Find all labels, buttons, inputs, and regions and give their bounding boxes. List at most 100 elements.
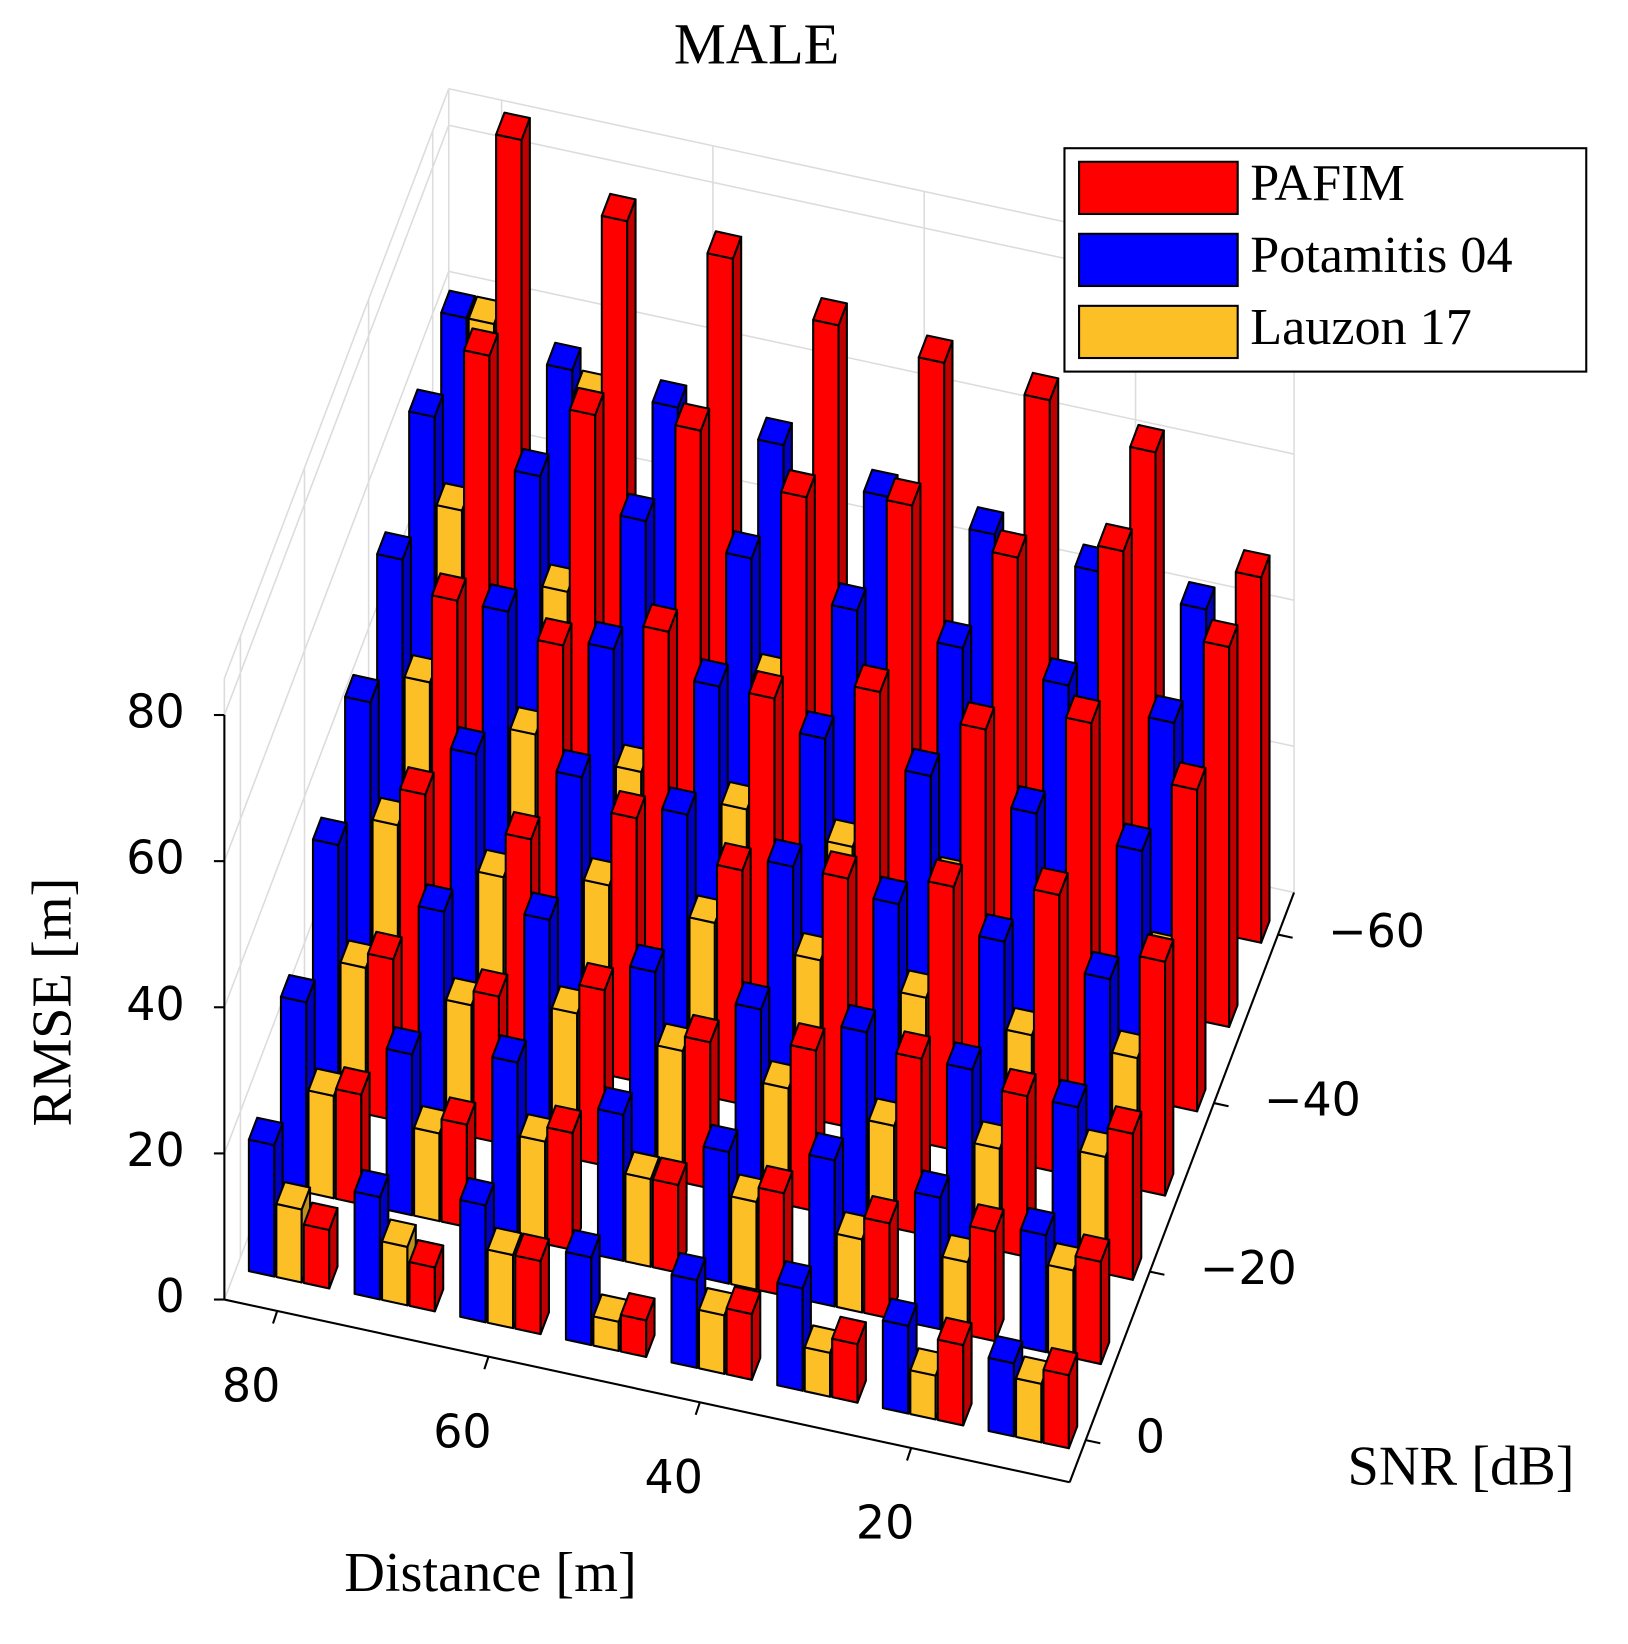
bar-front: [1042, 1368, 1070, 1450]
bar-front: [564, 1250, 593, 1347]
x-tick: [272, 1310, 279, 1324]
bar-front: [279, 995, 308, 1194]
bar-top: [408, 388, 444, 418]
bar-side: [1228, 624, 1239, 1029]
bar-top: [674, 402, 711, 432]
bar-top: [385, 1025, 422, 1056]
legend-label: PAFIM: [1250, 155, 1405, 212]
y-tick: [1149, 1270, 1165, 1276]
bar-top: [1019, 1206, 1056, 1237]
z-tick-label: 20: [126, 1123, 184, 1177]
bar-top: [1023, 371, 1060, 402]
bar-top: [449, 725, 486, 756]
bar-front: [518, 1135, 547, 1245]
x-tick-label: 20: [856, 1496, 914, 1550]
bar-top: [1147, 694, 1184, 724]
grid-edge: [223, 88, 450, 679]
bar-top: [840, 1003, 877, 1034]
bar-top: [968, 1203, 1005, 1233]
bar-top: [812, 296, 848, 327]
bar-front: [1234, 570, 1263, 944]
bar-side: [1164, 938, 1175, 1197]
bar-top: [853, 663, 890, 694]
bar-top: [1115, 822, 1152, 853]
bar-top: [978, 913, 1014, 943]
bar-top: [895, 1030, 931, 1060]
x-tick-label: 60: [433, 1404, 491, 1458]
y-tick: [1277, 933, 1293, 939]
bar-front: [491, 1056, 519, 1240]
bar-top: [642, 603, 679, 633]
bar-top: [725, 1285, 762, 1316]
bar-front: [408, 1260, 436, 1313]
bar-top: [472, 968, 509, 998]
legend-label: Lauzon 17: [1250, 299, 1472, 356]
bar-front: [413, 1126, 441, 1223]
bar-top: [1202, 618, 1239, 649]
bar-top: [624, 1150, 661, 1181]
bar-top: [945, 1041, 982, 1071]
bar-top: [661, 786, 697, 816]
bar-top: [1170, 761, 1207, 791]
bar-front: [385, 1047, 414, 1217]
bar-top: [495, 111, 531, 142]
x-tick: [906, 1447, 913, 1461]
bar-top: [1000, 1067, 1037, 1098]
bar-top: [651, 379, 688, 409]
bar-top: [275, 1181, 312, 1211]
bar-top: [757, 416, 793, 447]
bar-top: [619, 492, 656, 523]
bar-top: [1097, 522, 1133, 553]
bar-top: [1032, 866, 1069, 897]
bar-top: [504, 810, 541, 841]
bar-top: [536, 617, 573, 647]
bar-top: [311, 816, 348, 847]
bar-front: [1170, 783, 1199, 1113]
axes: 0 20 40 60 80 20 40 60 80 −60 −40 −20 0: [126, 685, 1425, 1550]
bar-top: [766, 838, 803, 868]
bar-top: [1042, 1346, 1079, 1377]
bar-top: [546, 1104, 583, 1134]
bar-top: [344, 673, 380, 704]
bar-top: [568, 386, 605, 417]
bar-top: [831, 1315, 867, 1346]
bar-top: [936, 1316, 973, 1347]
bar-top: [1138, 933, 1175, 963]
bar-top: [431, 572, 467, 602]
bar-front: [1106, 1127, 1134, 1281]
bar-top: [885, 477, 922, 507]
bar-front: [863, 1216, 891, 1320]
bar-front: [275, 1202, 303, 1284]
y-tick-label: 0: [1136, 1410, 1165, 1464]
bar-front: [1074, 1255, 1102, 1366]
legend-swatch: [1078, 160, 1239, 216]
bar-front: [1047, 1263, 1075, 1360]
bar-top: [610, 789, 647, 820]
bar-top: [1083, 950, 1120, 981]
bar-top: [748, 670, 784, 700]
legend-label: Potamitis 04: [1250, 227, 1512, 284]
bar-side: [1196, 766, 1207, 1113]
z-tick-label: 80: [126, 685, 184, 739]
bar-top: [936, 619, 973, 650]
z-tick-label: 60: [126, 831, 184, 885]
bar-top: [440, 1096, 477, 1126]
bar-front: [1202, 640, 1231, 1029]
bar-top: [1234, 549, 1271, 579]
bar-front: [302, 1223, 331, 1290]
bar-front: [808, 1153, 836, 1308]
bar-top: [302, 1201, 339, 1232]
bar-front: [514, 1254, 542, 1336]
bar-front: [486, 1248, 515, 1330]
bar-top: [913, 1169, 950, 1199]
chart-title: MALE: [674, 12, 840, 77]
bar-top: [798, 710, 835, 740]
bar-top: [862, 468, 899, 499]
bar-top: [334, 1066, 371, 1096]
z-axis-label: RMSE [m]: [21, 878, 83, 1127]
legend: PAFIM Potamitis 04 Lauzon 17: [1063, 147, 1588, 373]
x-tick: [694, 1401, 701, 1416]
bar-top: [1106, 1105, 1143, 1135]
bar-front: [628, 965, 657, 1178]
bar-front: [831, 1337, 859, 1404]
